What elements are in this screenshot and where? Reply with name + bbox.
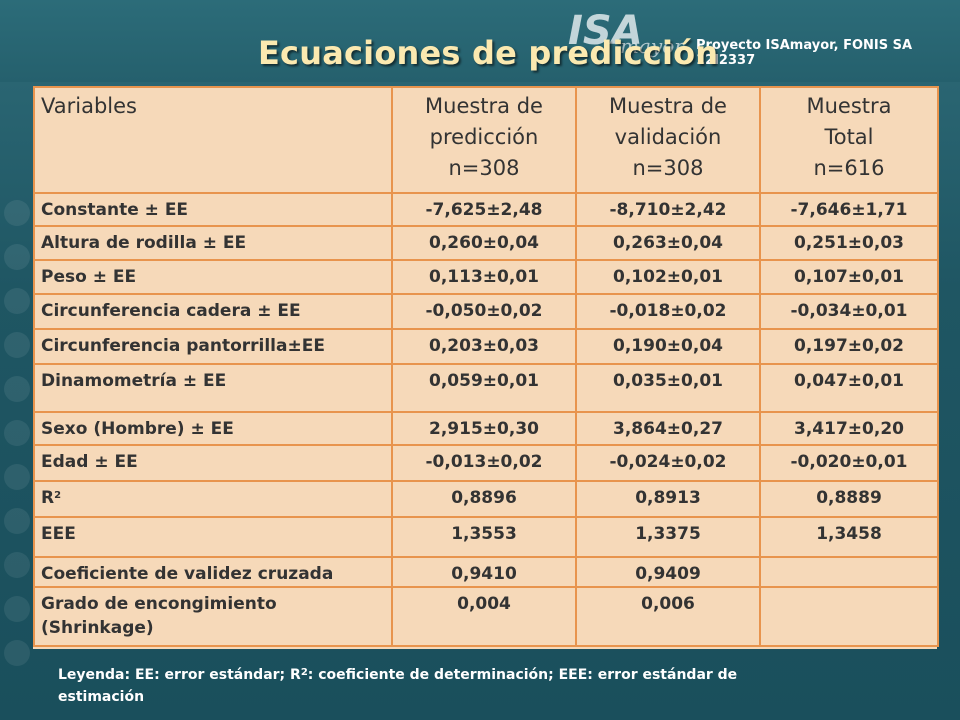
cell-total: 1,3458 <box>759 516 939 558</box>
cell-prediction: 1,3553 <box>391 516 577 558</box>
cell-validation: 0,8913 <box>575 480 761 518</box>
cell-total: -0,020±0,01 <box>759 444 939 482</box>
project-label: Proyecto ISAmayor, FONIS SA 12I2337 <box>696 38 913 68</box>
cell-total <box>759 556 939 588</box>
cell-prediction: 2,915±0,30 <box>391 411 577 446</box>
cell-prediction: 0,004 <box>391 586 577 647</box>
row-label: EEE <box>33 516 393 558</box>
cell-validation: 3,864±0,27 <box>575 411 761 446</box>
cell-validation: 0,006 <box>575 586 761 647</box>
table-row: Grado de encongimiento (Shrinkage) 0,004… <box>33 586 939 647</box>
cell-validation: 0,035±0,01 <box>575 363 761 413</box>
table-row: Dinamometría ± EE 0,059±0,01 0,035±0,01 … <box>33 363 939 413</box>
row-label: Constante ± EE <box>33 192 393 227</box>
background-decoration <box>0 200 34 680</box>
header-validation-sample: Muestra de validación n=308 <box>575 86 761 194</box>
cell-prediction: -7,625±2,48 <box>391 192 577 227</box>
table-row: Circunferencia pantorrilla±EE 0,203±0,03… <box>33 328 939 365</box>
cell-total: 0,047±0,01 <box>759 363 939 413</box>
legend-text: Leyenda: EE: error estándar; R2: coefici… <box>58 667 738 705</box>
cell-total: -7,646±1,71 <box>759 192 939 227</box>
cell-validation: -8,710±2,42 <box>575 192 761 227</box>
slide-header <box>0 0 960 82</box>
table-row: R2 0,8896 0,8913 0,8889 <box>33 480 939 518</box>
row-label: Altura de rodilla ± EE <box>33 225 393 261</box>
table-row: EEE 1,3553 1,3375 1,3458 <box>33 516 939 558</box>
row-label: Dinamometría ± EE <box>33 363 393 413</box>
cell-validation: 0,190±0,04 <box>575 328 761 365</box>
row-label: Sexo (Hombre) ± EE <box>33 411 393 446</box>
table-row: Sexo (Hombre) ± EE 2,915±0,30 3,864±0,27… <box>33 411 939 446</box>
row-label: Edad ± EE <box>33 444 393 482</box>
cell-prediction: 0,9410 <box>391 556 577 588</box>
row-label: Peso ± EE <box>33 259 393 295</box>
cell-validation: 0,263±0,04 <box>575 225 761 261</box>
header-variables: Variables <box>33 86 393 194</box>
cell-validation: 0,102±0,01 <box>575 259 761 295</box>
cell-validation: -0,018±0,02 <box>575 293 761 330</box>
header-total-sample: Muestra Total n=616 <box>759 86 939 194</box>
cell-prediction: 0,113±0,01 <box>391 259 577 295</box>
cell-prediction: 0,059±0,01 <box>391 363 577 413</box>
logo-subtext: mayor <box>620 34 684 58</box>
row-label: Circunferencia pantorrilla±EE <box>33 328 393 365</box>
table-row: Circunferencia cadera ± EE -0,050±0,02 -… <box>33 293 939 330</box>
cell-total: 0,8889 <box>759 480 939 518</box>
logo-text: ISA <box>568 8 643 54</box>
cell-total <box>759 586 939 647</box>
cell-validation: 1,3375 <box>575 516 761 558</box>
slide-title: Ecuaciones de predicción <box>258 34 719 72</box>
cell-total: 3,417±0,20 <box>759 411 939 446</box>
table-row: Coeficiente de validez cruzada 0,9410 0,… <box>33 556 939 588</box>
cell-prediction: 0,260±0,04 <box>391 225 577 261</box>
cell-total: 0,197±0,02 <box>759 328 939 365</box>
row-label: Circunferencia cadera ± EE <box>33 293 393 330</box>
superscript: 2 <box>300 667 308 678</box>
cell-prediction: -0,050±0,02 <box>391 293 577 330</box>
table-header-row: Variables Muestra de predicción n=308 Mu… <box>33 86 939 194</box>
prediction-table: Variables Muestra de predicción n=308 Mu… <box>33 86 939 649</box>
row-label: Grado de encongimiento (Shrinkage) <box>33 586 393 647</box>
cell-validation: 0,9409 <box>575 556 761 588</box>
cell-validation: -0,024±0,02 <box>575 444 761 482</box>
row-label: R2 <box>33 480 393 518</box>
cell-prediction: 0,8896 <box>391 480 577 518</box>
header-prediction-sample: Muestra de predicción n=308 <box>391 86 577 194</box>
table-row: Altura de rodilla ± EE 0,260±0,04 0,263±… <box>33 225 939 261</box>
cell-total: 0,107±0,01 <box>759 259 939 295</box>
row-label: Coeficiente de validez cruzada <box>33 556 393 588</box>
superscript: 2 <box>54 490 62 501</box>
table-row: Constante ± EE -7,625±2,48 -8,710±2,42 -… <box>33 192 939 227</box>
cell-total: -0,034±0,01 <box>759 293 939 330</box>
table-row: Peso ± EE 0,113±0,01 0,102±0,01 0,107±0,… <box>33 259 939 295</box>
cell-prediction: 0,203±0,03 <box>391 328 577 365</box>
cell-prediction: -0,013±0,02 <box>391 444 577 482</box>
cell-total: 0,251±0,03 <box>759 225 939 261</box>
table-row: Edad ± EE -0,013±0,02 -0,024±0,02 -0,020… <box>33 444 939 482</box>
